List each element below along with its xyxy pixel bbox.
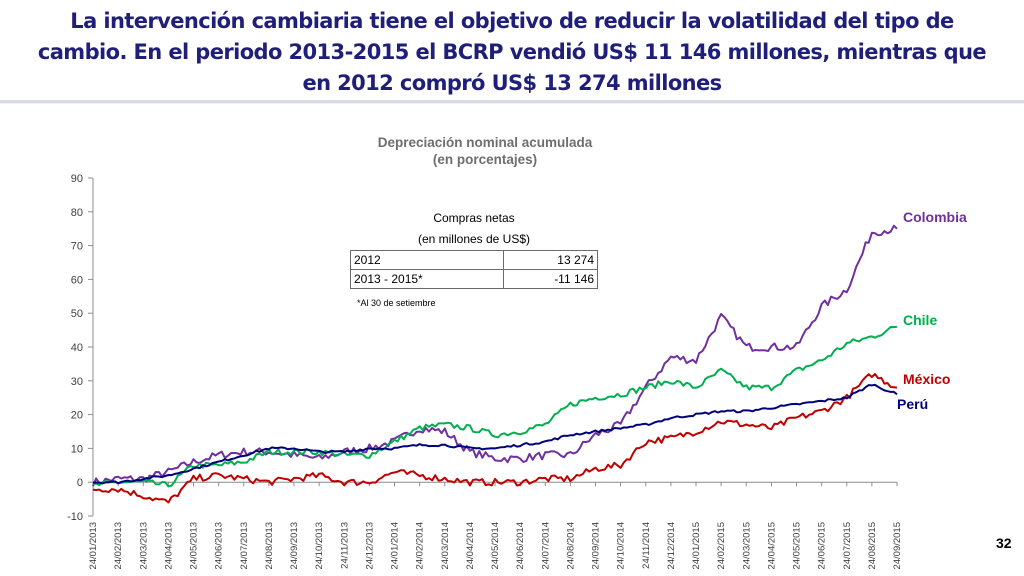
x-tick-label: 24/06/2013: [214, 522, 225, 570]
y-tick-label: 30: [71, 376, 83, 388]
x-tick-label: 24/02/2015: [716, 522, 727, 570]
series-line-mexico: [92, 373, 898, 504]
chart-title-main: Depreciación nominal acumulada: [377, 135, 593, 150]
label-mexico: México: [903, 371, 951, 387]
x-tick-label: 24/01/2013: [88, 522, 99, 570]
table-row: 2012 13 274: [350, 250, 599, 270]
x-tick-label: 24/07/2014: [540, 522, 551, 570]
chart-subtitle: (en porcentajes): [432, 152, 538, 167]
x-tick-label: 24/07/2015: [842, 522, 853, 570]
x-tick-label: 24/12/2014: [666, 522, 677, 570]
x-tick-label: 24/08/2015: [867, 522, 878, 570]
inset-footnote: *Al 30 de setiembre: [357, 298, 436, 308]
table-row: 2013 - 2015* -11 146: [350, 269, 599, 289]
x-tick-label: 24/01/2015: [691, 522, 702, 570]
x-tick-label: 24/05/2014: [490, 522, 501, 570]
x-tick-label: 24/04/2014: [465, 522, 476, 570]
slide-title: La intervención cambiaria tiene el objet…: [30, 6, 994, 99]
y-tick-label: 70: [71, 241, 83, 253]
x-tick-label: 24/09/2015: [892, 522, 903, 570]
label-chile: Chile: [903, 312, 938, 328]
x-tick-label: 24/05/2015: [792, 522, 803, 570]
series-line-colombia: [92, 224, 898, 487]
y-tick-label: 80: [71, 207, 83, 219]
x-tick-label: 24/06/2015: [817, 522, 828, 570]
label-peru: Perú: [897, 396, 929, 412]
title-line-3: en 2012 compró US$ 13 274 millones: [302, 71, 722, 95]
y-tick-label: 20: [71, 410, 83, 422]
x-tick-label: 24/10/2013: [314, 522, 325, 570]
x-tick-label: 24/09/2014: [591, 522, 602, 570]
y-tick-label: 10: [71, 443, 83, 455]
x-tick-label: 24/12/2013: [364, 522, 375, 570]
inset-subtitle: (en millones de US$): [417, 232, 531, 246]
x-tick-label: 24/08/2013: [264, 522, 275, 570]
x-tick-label: 24/03/2013: [138, 522, 149, 570]
x-tick-label: 24/11/2014: [641, 522, 652, 569]
row-period: 2013 - 2015*: [350, 269, 504, 289]
x-tick-label: 24/08/2014: [565, 522, 576, 570]
y-tick-label: 40: [71, 342, 83, 354]
row-value: 13 274: [502, 250, 599, 270]
title-line-2: cambio. En el periodo 2013-2015 el BCRP …: [37, 40, 987, 64]
y-tick-label: 0: [77, 477, 83, 489]
y-tick-label: 60: [71, 274, 83, 286]
inset-title: Compras netas: [433, 211, 515, 225]
y-tick-label: 90: [71, 173, 83, 185]
net-purchases-table: Compras netas (en millones de US$) 2012 …: [350, 208, 599, 289]
label-colombia: Colombia: [903, 209, 967, 225]
page-number: 32: [996, 535, 1012, 551]
x-tick-label: 24/05/2013: [189, 522, 200, 570]
title-line-1: La intervención cambiaria tiene el objet…: [70, 9, 954, 33]
inset-grid: 2012 13 274 2013 - 2015* -11 146: [350, 250, 599, 289]
x-tick-label: 24/03/2015: [741, 522, 752, 570]
title-divider-shadow: [0, 103, 1024, 104]
x-tick-label: 24/01/2014: [390, 522, 401, 570]
x-tick-label: 24/06/2014: [515, 522, 526, 570]
x-tick-label: 24/09/2013: [289, 522, 300, 570]
x-tick-label: 24/07/2013: [239, 522, 250, 570]
y-tick-label: 50: [71, 308, 83, 320]
x-tick-label: 24/04/2015: [766, 522, 777, 570]
title-divider: [0, 100, 1024, 103]
x-tick-label: 24/04/2013: [163, 522, 174, 570]
x-tick-label: 24/11/2013: [339, 522, 350, 569]
x-tick-label: 24/03/2014: [440, 522, 451, 570]
x-tick-label: 24/02/2013: [113, 522, 124, 570]
x-tick-label: 24/10/2014: [616, 522, 627, 570]
chart-title: Depreciación nominal acumulada (en porce…: [330, 134, 640, 168]
x-tick-label: 24/02/2014: [415, 522, 426, 570]
series-line-peru: [92, 383, 898, 485]
row-value: -11 146: [502, 269, 599, 289]
y-tick-label: -10: [67, 511, 83, 523]
series-line-chile: [92, 325, 898, 488]
row-period: 2012: [350, 250, 504, 270]
